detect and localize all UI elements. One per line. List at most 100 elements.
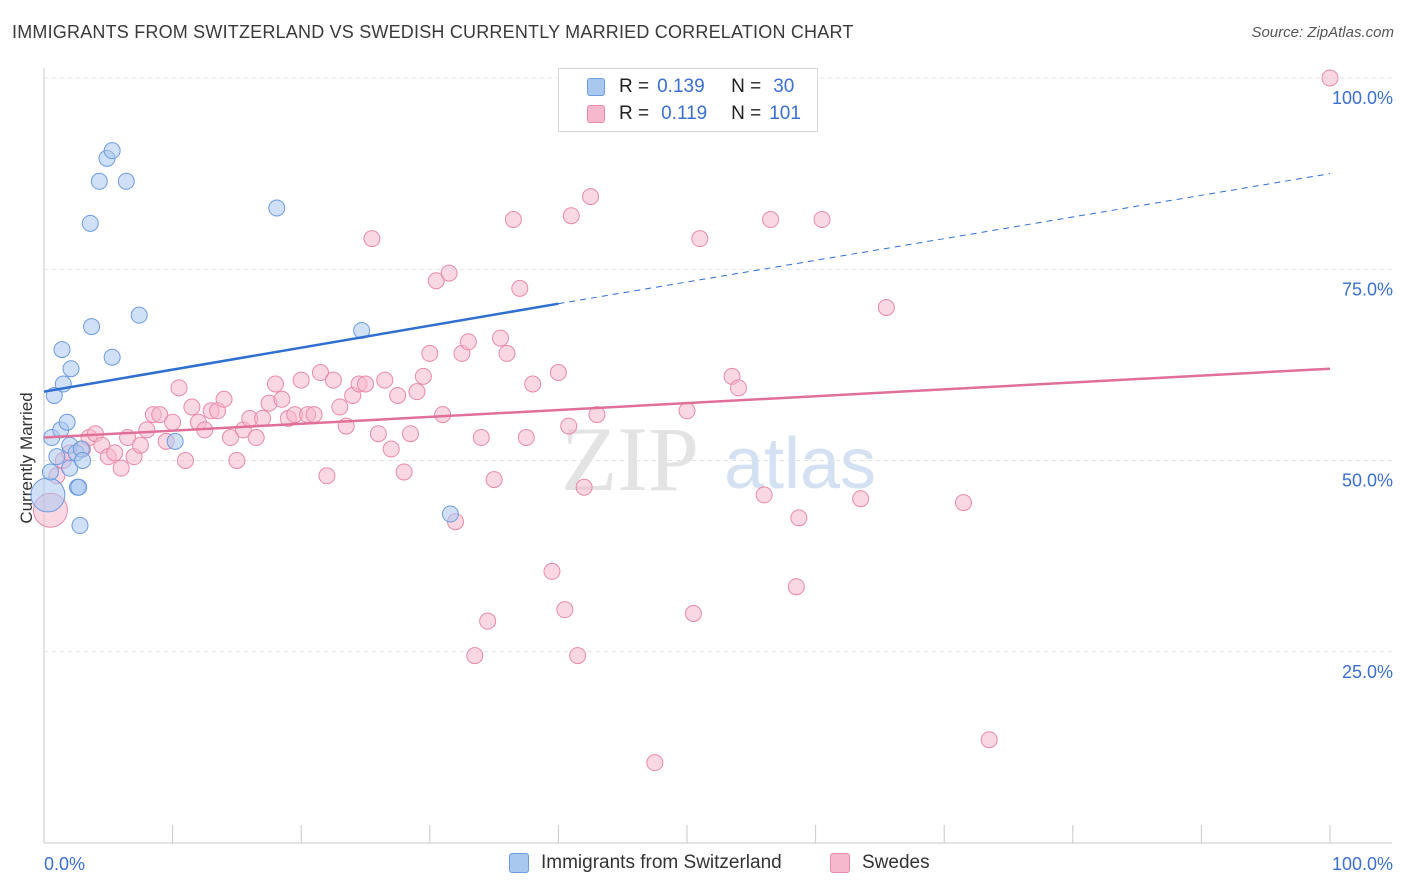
data-point bbox=[53, 341, 71, 359]
data-point bbox=[408, 383, 426, 401]
data-point bbox=[117, 172, 135, 190]
watermark-atlas: atlas bbox=[724, 424, 876, 504]
trend-lines bbox=[43, 173, 1331, 439]
r-value: 0.139 bbox=[657, 76, 705, 97]
data-point bbox=[266, 375, 284, 393]
data-point bbox=[560, 417, 578, 435]
data-point bbox=[549, 364, 567, 382]
data-point bbox=[389, 386, 407, 404]
data-point bbox=[755, 486, 773, 504]
data-point bbox=[58, 413, 76, 431]
data-point bbox=[492, 329, 510, 347]
data-point bbox=[588, 406, 606, 424]
data-point bbox=[138, 421, 156, 439]
data-point bbox=[790, 509, 808, 527]
data-point bbox=[678, 402, 696, 420]
data-point bbox=[376, 371, 394, 389]
data-point bbox=[363, 230, 381, 248]
data-point bbox=[466, 647, 484, 665]
data-point bbox=[395, 463, 413, 481]
data-point bbox=[479, 612, 497, 630]
data-point bbox=[441, 505, 459, 523]
watermark: ZIP atlas bbox=[561, 408, 876, 510]
data-point bbox=[112, 459, 130, 477]
legend-swatch-pink bbox=[830, 853, 850, 873]
y-tick-label: 50.0% bbox=[1342, 471, 1393, 491]
data-point bbox=[130, 306, 148, 324]
data-point bbox=[556, 601, 574, 619]
trend-line-swedes bbox=[43, 367, 1331, 439]
data-point bbox=[498, 344, 516, 362]
data-point bbox=[170, 379, 188, 397]
data-point bbox=[71, 517, 89, 535]
tick-labels: 25.0% 50.0% 75.0% 100.0% 0.0% 100.0% bbox=[44, 88, 1393, 874]
stats-row-switzerland: R = 0.139 N = 30 bbox=[587, 75, 794, 99]
data-point bbox=[569, 647, 587, 665]
chart-title: IMMIGRANTS FROM SWITZERLAND VS SWEDISH C… bbox=[12, 22, 854, 42]
data-point bbox=[305, 406, 323, 424]
data-point bbox=[74, 452, 92, 469]
x-tick-label: 100.0% bbox=[1332, 854, 1393, 874]
y-tick-label: 100.0% bbox=[1332, 88, 1393, 108]
data-point bbox=[183, 398, 201, 416]
data-point bbox=[176, 452, 194, 469]
y-tick-label: 75.0% bbox=[1342, 279, 1393, 299]
data-point bbox=[980, 731, 998, 749]
data-point bbox=[90, 172, 108, 190]
stats-row-swedes: R = 0.119 N = 101 bbox=[587, 102, 801, 126]
data-point bbox=[41, 463, 59, 481]
x-tick-label: 0.0% bbox=[44, 854, 85, 874]
legend-swatch-blue bbox=[587, 78, 605, 96]
data-point bbox=[131, 436, 149, 454]
r-value: 0.119 bbox=[661, 103, 708, 124]
data-point bbox=[524, 375, 542, 393]
legend-label: Immigrants from Switzerland bbox=[541, 852, 782, 873]
data-point bbox=[472, 429, 490, 447]
data-point bbox=[62, 360, 80, 378]
data-point bbox=[729, 379, 747, 397]
n-value: 30 bbox=[773, 76, 795, 97]
r-label: R = bbox=[619, 76, 650, 97]
data-point bbox=[331, 398, 349, 416]
data-point bbox=[221, 429, 239, 447]
data-point bbox=[61, 459, 79, 477]
data-point bbox=[273, 390, 291, 408]
n-value: 101 bbox=[769, 103, 801, 124]
data-point bbox=[382, 440, 400, 458]
data-point bbox=[164, 413, 182, 431]
n-label: N = bbox=[731, 76, 762, 97]
legend-swatch-blue bbox=[509, 853, 529, 873]
data-point bbox=[402, 425, 420, 443]
data-point bbox=[324, 371, 342, 389]
legend-item-switzerland: Immigrants from Switzerland bbox=[509, 852, 782, 874]
data-point bbox=[813, 211, 831, 229]
data-point bbox=[511, 279, 529, 297]
r-label: R = bbox=[619, 103, 650, 124]
data-point bbox=[369, 425, 387, 443]
gridlines bbox=[44, 77, 1392, 653]
data-point bbox=[575, 478, 593, 496]
data-point bbox=[852, 490, 870, 508]
legend-swatch-pink bbox=[587, 105, 605, 123]
stats-legend: R = 0.139 N = 30 R = 0.119 N = 101 bbox=[558, 68, 818, 132]
data-point bbox=[151, 406, 169, 424]
data-point bbox=[427, 272, 445, 290]
data-point bbox=[504, 211, 522, 229]
data-point bbox=[247, 429, 265, 447]
data-point bbox=[103, 142, 121, 160]
data-point bbox=[311, 364, 329, 382]
data-point bbox=[83, 318, 101, 336]
data-point bbox=[106, 444, 124, 462]
data-point bbox=[684, 605, 702, 622]
data-point bbox=[762, 211, 780, 229]
data-point bbox=[103, 348, 121, 366]
data-point bbox=[254, 409, 272, 427]
data-point bbox=[357, 375, 374, 393]
data-point bbox=[70, 478, 88, 496]
data-point bbox=[228, 452, 246, 469]
trend-line-switzerland bbox=[43, 302, 559, 393]
data-point bbox=[646, 754, 664, 772]
data-point bbox=[459, 333, 477, 351]
trend-line-switzerland-extension bbox=[558, 173, 1331, 305]
